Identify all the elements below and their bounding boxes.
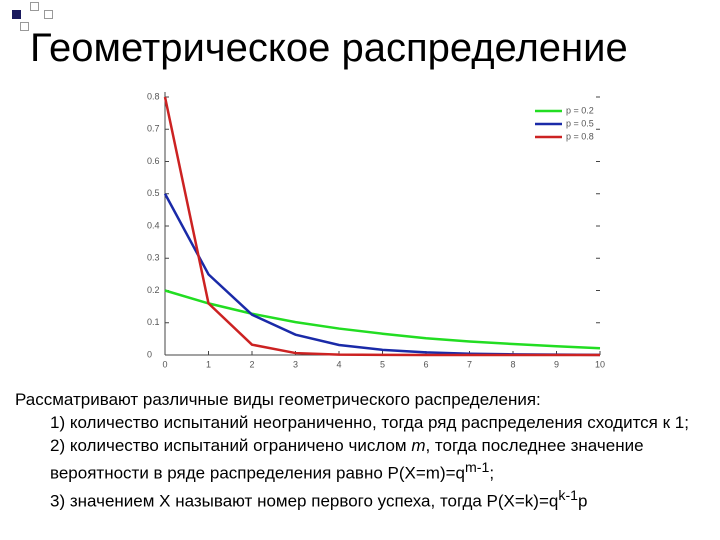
y-tick-label: 0.8 [147, 91, 160, 101]
body-text: Рассматривают различные виды геометричес… [15, 388, 710, 512]
superscript: m-1 [465, 460, 490, 476]
legend-label: p = 0.5 [566, 118, 594, 128]
legend-label: p = 0.8 [566, 131, 594, 141]
x-tick-label: 9 [554, 359, 559, 369]
y-tick-label: 0.1 [147, 317, 160, 327]
x-tick-label: 4 [336, 359, 341, 369]
series-line [163, 96, 600, 357]
item: 1) количество испытаний неограниченно, т… [50, 413, 689, 432]
text: p [578, 491, 588, 511]
decor-square [12, 10, 21, 19]
text: 3) значением X называют номер первого ус… [50, 491, 559, 511]
intro: Рассматривают различные виды геометричес… [15, 390, 541, 409]
legend-label: p = 0.2 [566, 105, 594, 115]
y-tick-label: 0.5 [147, 188, 160, 198]
variable: m [411, 436, 426, 455]
series-line [164, 289, 601, 350]
y-tick-label: 0.2 [147, 285, 160, 295]
y-tick-label: 0.3 [147, 253, 160, 263]
text: 2) количество испытаний ограничено число… [50, 436, 412, 455]
y-tick-label: 0.6 [147, 156, 160, 166]
y-tick-label: 0.4 [147, 220, 160, 230]
x-tick-label: 6 [423, 359, 428, 369]
series-line [163, 193, 601, 357]
superscript: k-1 [558, 487, 579, 504]
x-tick-label: 1 [206, 359, 211, 369]
x-tick-label: 5 [380, 359, 385, 369]
chart: 0 0.1 0.2 0.3 0.4 0.5 0.6 0.7 0.8 0 1 2 3 4 5 6 7 8 9 10 p =… [147, 91, 605, 369]
x-tick-label: 10 [595, 359, 605, 369]
x-tick-label: 0 [162, 359, 167, 369]
decor-square [30, 2, 39, 11]
x-tick-label: 2 [249, 359, 254, 369]
x-tick-label: 8 [510, 359, 515, 369]
slide-title: Геометрическое распределение [30, 26, 628, 70]
y-tick-label: 0.7 [147, 124, 160, 134]
y-tick-label: 0 [147, 349, 152, 359]
item: 2) количество испытаний ограничено число… [15, 434, 710, 485]
text: , тогда последнее значение вероятности в… [50, 436, 644, 483]
x-tick-label: 3 [293, 359, 298, 369]
decor-square [44, 10, 53, 19]
item: 3) значением X называют номер первого ус… [15, 485, 710, 513]
text: ; [489, 463, 495, 483]
x-tick-label: 7 [467, 359, 472, 369]
decor-square [20, 22, 29, 31]
